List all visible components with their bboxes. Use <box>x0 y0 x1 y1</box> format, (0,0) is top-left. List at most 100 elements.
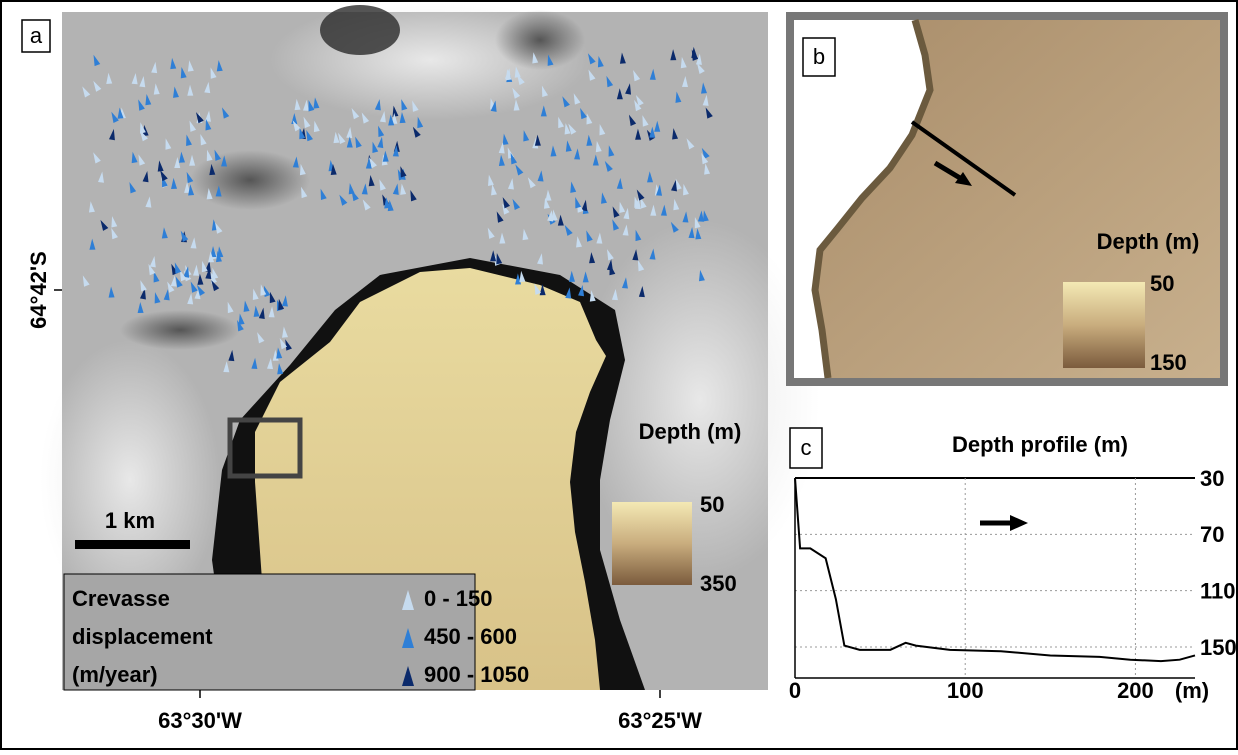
crevasse-marker <box>154 292 161 304</box>
colorbar-tick: 50 <box>700 492 724 517</box>
crevasse-marker <box>268 306 275 318</box>
crevasse-marker <box>292 120 301 132</box>
crevasse-marker <box>251 357 258 369</box>
crevasse-marker <box>632 249 639 261</box>
crevasse-marker <box>374 99 381 111</box>
crevasse-marker <box>595 140 602 153</box>
panel-label-box <box>21 19 51 53</box>
crevasse-marker <box>586 230 593 242</box>
scale-bar-label: 1 km <box>105 508 155 533</box>
crevasse-marker <box>670 49 677 61</box>
x-tick-label: 200 <box>1117 678 1154 703</box>
legend-swatch <box>402 628 414 648</box>
crevasse-marker <box>299 163 306 176</box>
crevasse-marker <box>499 232 506 244</box>
legend-title: Crevasse <box>72 586 170 611</box>
ice-light <box>580 220 820 580</box>
crevasse-marker <box>299 127 306 140</box>
crevasse-marker <box>705 107 713 119</box>
crevasse-marker <box>117 107 124 119</box>
crevasse-marker <box>153 271 160 283</box>
crevasse-marker <box>550 145 557 157</box>
crevasse-marker <box>303 116 311 129</box>
crevasse-marker <box>681 75 688 88</box>
crevasse-marker <box>361 183 368 195</box>
crevasse-marker <box>670 221 679 233</box>
chart-title: Depth profile (m) <box>952 432 1128 457</box>
crevasse-marker <box>258 307 265 319</box>
crevasse-marker <box>111 111 119 123</box>
crevasse-marker <box>695 228 702 240</box>
crevasse-marker <box>88 201 95 213</box>
crevasse-marker <box>628 114 637 126</box>
y-tick-label: 150 <box>1200 635 1237 660</box>
crevasse-marker <box>612 219 620 231</box>
crevasse-marker <box>82 86 91 98</box>
crevasse-marker <box>223 361 230 373</box>
crevasse-marker <box>145 93 152 106</box>
crevasse-marker <box>173 86 179 98</box>
crevasse-marker <box>387 199 394 212</box>
crevasse-marker <box>174 262 182 274</box>
crevasse-marker <box>313 120 320 133</box>
crevasse-marker <box>379 179 386 191</box>
crevasse-marker <box>109 128 115 141</box>
crevasse-marker <box>622 224 629 236</box>
crevasse-marker <box>589 252 596 264</box>
x-tick-label: 100 <box>947 678 984 703</box>
x-tick-label: 0 <box>789 678 801 703</box>
crevasse-marker <box>557 214 564 226</box>
crevasse-marker <box>634 99 642 112</box>
crevasse-marker <box>142 124 149 137</box>
ice-shade <box>120 310 240 350</box>
crevasse-marker <box>701 152 709 165</box>
crevasse-marker <box>206 188 213 200</box>
crevasse-marker <box>410 189 417 202</box>
crevasse-marker <box>161 227 168 239</box>
crevasse-marker <box>253 305 260 317</box>
crevasse-marker <box>490 250 497 262</box>
crevasse-marker <box>98 171 104 183</box>
latitude-label: 64°42'S <box>26 251 51 329</box>
crevasse-marker <box>174 157 181 169</box>
crevasse-marker <box>180 230 189 242</box>
crevasse-marker <box>361 112 370 124</box>
crevasse-marker <box>285 339 292 351</box>
crevasse-marker <box>498 142 505 154</box>
crevasse-marker <box>188 184 195 196</box>
crevasse-marker <box>204 81 211 94</box>
crevasse-marker <box>537 170 544 182</box>
coastline <box>811 19 934 379</box>
crevasse-marker <box>701 82 707 94</box>
crevasse-marker <box>498 154 505 166</box>
crevasse-marker <box>131 73 138 85</box>
legend-box <box>63 573 476 691</box>
crevasse-marker <box>338 132 346 145</box>
crevasse-marker <box>355 136 362 148</box>
crevasse-marker <box>206 149 213 162</box>
crevasse-marker <box>212 267 219 280</box>
crevasse-marker <box>200 134 207 146</box>
crevasse-marker <box>216 60 223 72</box>
crevasse-marker <box>278 298 285 311</box>
y-tick-label: 70 <box>1200 522 1224 547</box>
crevasse-marker <box>269 291 276 304</box>
crevasse-marker <box>541 85 549 98</box>
crevasse-marker <box>179 151 186 163</box>
crevasse-marker <box>186 134 192 146</box>
crevasse-marker <box>215 222 223 234</box>
crevasse-marker <box>186 171 194 184</box>
crevasse-marker <box>108 286 115 298</box>
crevasse-marker <box>502 133 509 146</box>
ice-light <box>40 340 220 620</box>
crevasse-marker <box>93 152 101 164</box>
crevasse-marker <box>576 236 583 248</box>
colorbar <box>1063 282 1145 368</box>
crevasse-marker <box>568 123 577 135</box>
crevasse-marker <box>412 100 419 112</box>
crevasse-marker <box>599 123 606 136</box>
crevasse-marker <box>695 53 702 65</box>
crevasse-marker <box>616 88 623 100</box>
crevasse-marker <box>227 301 234 314</box>
crevasse-marker <box>333 131 340 144</box>
